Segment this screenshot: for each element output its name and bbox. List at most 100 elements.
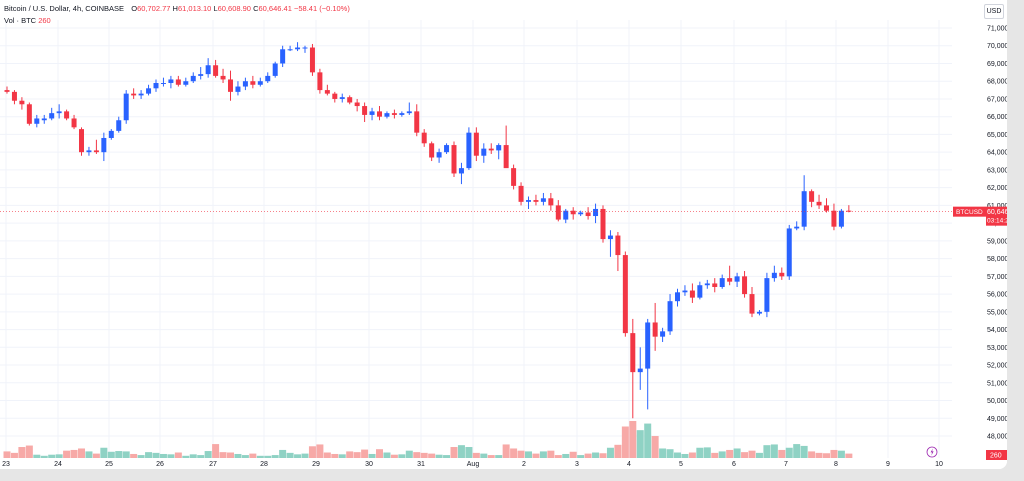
grid: [0, 20, 952, 458]
candle-body: [458, 168, 464, 174]
volume-bar: [770, 444, 778, 458]
volume-bar: [63, 450, 71, 458]
volume-bar: [457, 445, 465, 458]
candle-body: [406, 111, 412, 114]
candle-body: [689, 290, 695, 298]
volume-bar: [703, 447, 711, 458]
volume-bar: [323, 452, 331, 458]
legend-low-value: 60,608.90: [217, 4, 251, 13]
candle-body: [19, 100, 25, 105]
candle-body: [436, 152, 442, 158]
legend-open-label: O: [131, 4, 138, 13]
candle-body: [198, 74, 204, 76]
candle-body: [496, 145, 502, 151]
volume-bar: [271, 455, 279, 458]
candle-body: [570, 210, 576, 215]
volume-bar: [145, 452, 153, 458]
volume-bar: [249, 453, 257, 458]
candle-body: [205, 65, 211, 75]
legend-close-value: 60,646.41: [258, 4, 292, 13]
candle-body: [444, 145, 450, 153]
candle-body: [369, 111, 375, 115]
currency-button[interactable]: USD: [984, 4, 1004, 19]
price-tick-label: 56,000.00: [987, 292, 1007, 299]
price-tick-label: 53,000.00: [987, 345, 1007, 352]
price-tick-label: 49,000.00: [987, 416, 1007, 423]
volume-bar: [517, 450, 525, 458]
volume-bar: [40, 455, 48, 458]
volume-bar: [204, 451, 212, 458]
candle-body: [533, 200, 539, 202]
candle-body: [742, 276, 748, 295]
legend-volume-row: Vol · BTC 260: [4, 15, 350, 27]
candle-body: [704, 283, 710, 286]
time-tick-label: 24: [54, 461, 62, 468]
candle-body: [175, 79, 181, 85]
volume-bar: [748, 450, 756, 458]
volume-bar: [353, 452, 361, 458]
candle-body: [481, 148, 487, 156]
candle-body: [414, 111, 420, 133]
candle-body: [622, 255, 628, 334]
volume-bar: [25, 445, 33, 458]
time-tick-label: 25: [105, 461, 113, 468]
volume-bar: [629, 421, 637, 458]
time-axis-labels: 23 24 25 26 27 28 29 30 31 Aug 2 3 4 5 6 7 8 9 10: [2, 461, 943, 468]
candle-body: [734, 276, 740, 282]
volume-bar: [338, 454, 346, 458]
candle-body: [93, 150, 99, 153]
volume-bar: [48, 454, 56, 458]
volume-bar: [592, 452, 600, 458]
volume-bar: [800, 445, 808, 458]
volume-bar: [331, 453, 339, 458]
candle-body: [332, 93, 338, 99]
candle-body: [526, 200, 531, 202]
legend-symbol[interactable]: Bitcoin / U.S. Dollar, 4h, COINBASE: [4, 4, 125, 13]
time-tick-label: 31: [417, 461, 425, 468]
volume-bar: [107, 451, 115, 458]
candle-body: [347, 97, 353, 103]
candle-body: [250, 81, 256, 85]
price-tag-symbol: BTCUSD: [956, 209, 983, 216]
volume-bar: [785, 447, 793, 458]
price-tick-label: 58,000.00: [987, 256, 1007, 263]
legend-volume-value: 260: [38, 16, 51, 25]
volume-bar: [636, 430, 644, 458]
volume-bar: [815, 452, 823, 458]
candle-body: [160, 82, 166, 84]
volume-bar: [316, 444, 324, 458]
candle-body: [339, 97, 345, 99]
candle-body: [600, 208, 606, 240]
volume-bar: [413, 452, 421, 458]
volume-bar: [562, 453, 570, 458]
volume-bar: [718, 451, 726, 458]
volume-bar: [599, 453, 607, 458]
volume-bar: [621, 426, 629, 458]
candle-body: [4, 90, 10, 92]
price-tick-label: 51,000.00: [987, 380, 1007, 387]
volume-bar: [830, 449, 838, 458]
candle-body: [697, 285, 703, 298]
volume-bar: [837, 450, 845, 458]
volume-bar: [688, 452, 696, 458]
legend-volume-label[interactable]: Vol · BTC: [4, 16, 37, 25]
legend-change: −58.41 (−0.10%): [293, 4, 350, 13]
volume-bar: [614, 444, 622, 458]
candle-body: [317, 72, 323, 91]
volume-bar: [256, 455, 264, 458]
volume-bar: [420, 452, 428, 458]
volume-bar: [159, 453, 167, 458]
candle-body: [630, 333, 636, 373]
volume-bar: [674, 452, 681, 458]
candle-body: [838, 210, 844, 227]
candle-body: [49, 113, 55, 119]
volume-bar: [755, 452, 763, 458]
lightning-icon[interactable]: [926, 446, 938, 458]
time-tick-label: 5: [679, 461, 683, 468]
candle-body: [265, 75, 271, 82]
candle-body: [138, 93, 144, 96]
volume-bar: [122, 451, 130, 458]
volume-bar: [234, 453, 242, 458]
candlestick-chart[interactable]: 48,000.00 49,000.00 50,000.00 51,000.00 52,0…: [0, 0, 1007, 469]
